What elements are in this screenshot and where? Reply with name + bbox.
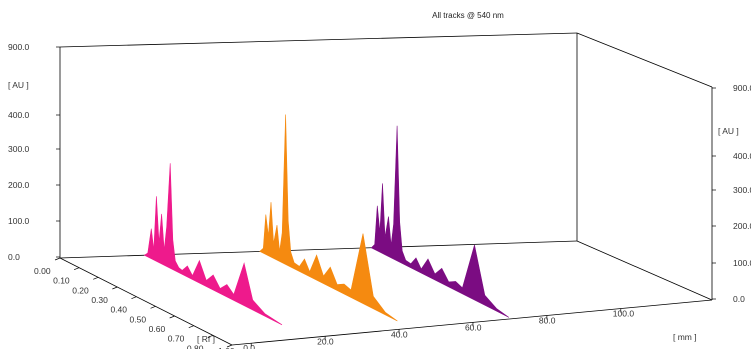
rf-axis: 0.000.100.200.300.400.500.600.700.80 1.00 [34,257,235,349]
rf-tick-label: 0.10 [53,276,70,286]
mm-axis-label: [ mm ] [673,332,697,342]
rf-axis-label: [ Rf ] [197,334,215,344]
right-y-tick-label: 0.0 [733,294,745,304]
rf-tick-label: 1.00 [218,346,235,349]
rf-tick-mark [131,296,137,299]
rf-tick-mark [54,257,61,261]
track-1-area [143,163,283,326]
mm-tick-label: 100.0 [613,309,635,319]
rf-tick-mark [112,286,118,290]
rf-axis-line [59,257,233,346]
rf-tick-mark [188,325,194,328]
left-y-tick-label: 100.0 [8,216,30,226]
rf-tick-label: 0.20 [72,285,89,295]
rf-tick-label: 0.00 [34,266,51,276]
rf-tick-mark [93,277,99,280]
mm-tick-label: 20.0 [317,336,334,346]
rf-tick-label: 0.80 [187,343,204,349]
mm-axis: 0.0 20.0 40.0 60.0 80.0 100.0 [243,308,635,349]
left-y-tick-label: 900.0 [8,42,30,52]
rf-tick-mark [150,306,156,309]
mm-tick-label: 60.0 [465,322,482,332]
left-y-tick-label: 200.0 [8,180,30,190]
back-top-edge [59,32,578,48]
rf-tick-mark [226,344,233,348]
rf-tick-mark [169,315,175,319]
right-y-axis: 900.0 400.0 300.0 200.0 100.0 0.0 [712,83,751,304]
left-y-tick-label: 300.0 [8,144,30,154]
right-y-tick-label: 300.0 [733,185,751,195]
rf-tick-label: 0.30 [91,295,108,305]
right-y-tick-label: 200.0 [733,221,751,231]
left-y-axis-label: [ AU ] [8,80,29,90]
track-2-area [259,114,398,322]
mm-axis-line [231,299,713,346]
rf-tick-mark [73,267,80,270]
right-y-tick-label: 400.0 [733,151,751,161]
mm-tick-label: 40.0 [391,329,408,339]
right-y-tick-label: 900.0 [733,83,751,93]
series-group [143,114,510,326]
right-top-depth-edge [576,32,713,88]
left-y-axis: 900.0 400.0 300.0 200.0 100.0 0.0 [8,42,60,262]
rf-tick-label: 0.50 [130,314,147,324]
back-bottom-edge [59,240,578,259]
track-3-area [370,125,510,318]
rf-tick-mark [207,335,214,338]
chart-title: All tracks @ 540 nm [432,11,504,20]
right-y-axis-label: [ AU ] [718,126,739,136]
mm-tick-label: 0.0 [243,343,255,349]
mm-tick-label: 80.0 [539,315,556,325]
rf-tick-label: 0.40 [110,305,127,315]
rf-tick-label: 0.70 [168,334,185,344]
floor-right-depth-edge [576,240,713,301]
left-y-tick-label: 400.0 [8,110,30,120]
box-frame [59,32,713,346]
rf-tick-label: 0.60 [149,324,166,334]
left-y-tick-label: 0.0 [8,252,20,262]
right-y-tick-label: 100.0 [733,258,751,268]
